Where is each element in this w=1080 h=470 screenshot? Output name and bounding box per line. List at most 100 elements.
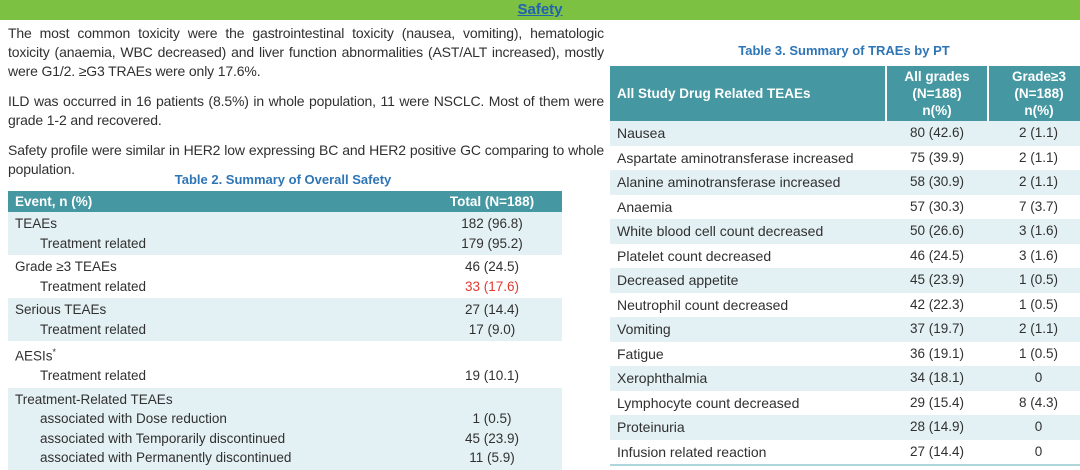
table-row: TEAEs 182 (96.8) <box>8 212 562 234</box>
event-value: 1 (0.5) <box>422 409 562 429</box>
trae-label: Proteinuria <box>610 415 886 440</box>
grade3-value: 3 (1.6) <box>1018 247 1059 263</box>
trae-label: Infusion related reaction <box>610 439 886 466</box>
title-bar: Safety <box>0 0 1080 20</box>
left-column: The most common toxicity were the gastro… <box>8 24 604 470</box>
event-value: 11 (5.9) <box>422 448 562 468</box>
table-row: Vomiting 37 (19.7) 2 (1.1) <box>610 317 1080 342</box>
all-grades-value: 45 (23.9) <box>886 268 988 293</box>
column-header-all-study-drug-teaes: All Study Drug Related TEAEs <box>610 66 886 121</box>
trae-label: Neutrophil count decreased <box>617 296 789 313</box>
traes-by-pt-table: All Study Drug Related TEAEs All grades … <box>610 66 1080 466</box>
traes-table-body: Nausea 80 (42.6) 2 (1.1) Aspartate aminotra… <box>610 121 1080 466</box>
all-grades-value: 28 (14.9) <box>886 415 988 440</box>
event-value <box>422 341 562 366</box>
all-grades-value: 37 (19.7) <box>886 317 988 342</box>
grade3-value: 7 (3.7) <box>1018 198 1059 214</box>
event-label: AESIs* <box>15 347 57 364</box>
all-grades-value: 46 (24.5) <box>909 247 965 263</box>
table-row: Serious TEAEs 27 (14.4) <box>8 298 562 320</box>
trae-label: Lymphocyte count decreased <box>617 394 800 411</box>
event-value: 19 (10.1) <box>464 368 520 383</box>
table-row: Treatment related 179 (95.2) <box>8 233 562 255</box>
paragraph-toxicity-summary: The most common toxicity were the gastro… <box>8 25 604 79</box>
table-row: Proteinuria 28 (14.9) 0 <box>610 415 1080 440</box>
table-row: AESIs* <box>8 341 562 366</box>
table-row: Neutrophil count decreased 42 (22.3) 1 (0.… <box>610 293 1080 318</box>
trae-label: Vomiting <box>610 317 886 342</box>
trae-label: Aspartate aminotransferase increased <box>617 149 854 166</box>
grade3-value: 2 (1.1) <box>988 121 1080 146</box>
grade3-value: 2 (1.1) <box>988 170 1080 195</box>
grade3-value: 1 (0.5) <box>1018 296 1059 312</box>
table-row: Infusion related reaction 27 (14.4) 0 <box>610 439 1080 466</box>
table-row: associated with Dose reduction 1 (0.5) <box>8 409 562 429</box>
event-label: TEAEs <box>8 212 422 234</box>
all-grades-value: 27 (14.4) <box>886 439 988 466</box>
table-row: Treatment-Related TEAEs <box>8 387 562 409</box>
event-label: Grade ≥3 TEAEs <box>15 259 117 274</box>
table-row: associated with Temporarily discontinued… <box>8 428 562 448</box>
all-grades-value: 34 (18.1) <box>886 366 988 391</box>
column-header-total: Total (N=188) <box>422 191 562 212</box>
paragraph-ild: ILD was occurred in 16 patients (8.5%) i… <box>8 93 604 128</box>
table-row: Treatment related 17 (9.0) <box>8 319 562 341</box>
trae-label: Nausea <box>610 121 886 146</box>
overall-safety-table: Event, n (%) Total (N=188) TEAEs 182 (96.… <box>8 191 562 470</box>
trae-label: Platelet count decreased <box>617 247 772 264</box>
trae-label: Fatigue <box>617 345 664 362</box>
table-row: Xerophthalmia 34 (18.1) 0 <box>610 366 1080 391</box>
table-row: Platelet count decreased 46 (24.5) 3 (1.6) <box>610 244 1080 269</box>
event-label: Serious TEAEs <box>8 298 422 320</box>
slide-title: Safety <box>517 1 563 18</box>
event-label: Treatment-Related TEAEs <box>8 387 422 409</box>
table-row: Lymphocyte count decreased 29 (15.4) 8 (4.… <box>610 391 1080 416</box>
all-grades-value: 75 (39.9) <box>909 149 965 165</box>
event-value <box>422 387 562 409</box>
event-label: associated with Dose reduction <box>8 409 422 429</box>
trae-label: Alanine aminotransferase increased <box>610 170 886 195</box>
column-header-all-grades: All grades (N=188) n(%) <box>885 66 988 121</box>
table-header-row: Event, n (%) Total (N=188) <box>8 191 562 212</box>
grade3-value: 0 <box>988 439 1080 466</box>
table-row: Anaemia 57 (30.3) 7 (3.7) <box>610 195 1080 220</box>
event-label: Treatment related <box>40 368 147 383</box>
table-row: Fatigue 36 (19.1) 1 (0.5) <box>610 342 1080 367</box>
grade3-value: 1 (0.5) <box>988 268 1080 293</box>
column-header-event: Event, n (%) <box>8 191 422 212</box>
trae-label: Anaemia <box>617 198 673 215</box>
event-value: 182 (96.8) <box>422 212 562 234</box>
overall-safety-table-body: TEAEs 182 (96.8) Treatment related 179 (95.… <box>8 212 562 470</box>
event-label: Treatment related <box>8 319 422 341</box>
grade3-value: 8 (4.3) <box>1018 394 1059 410</box>
table-row: White blood cell count decreased 50 (26.6… <box>610 219 1080 244</box>
paragraph-safety-profile: Safety profile were similar in HER2 low … <box>8 142 604 177</box>
table-row: Nausea 80 (42.6) 2 (1.1) <box>610 121 1080 146</box>
trae-label: Xerophthalmia <box>610 366 886 391</box>
event-value: 27 (14.4) <box>422 298 562 320</box>
table-row: Treatment related 19 (10.1) <box>8 366 562 388</box>
event-label: associated with Permanently discontinued <box>8 448 422 468</box>
event-label: Treatment related <box>40 278 147 294</box>
event-label: associated with Temporarily discontinued <box>8 428 422 448</box>
all-grades-value: 57 (30.3) <box>909 198 965 214</box>
table-row: Grade ≥3 TEAEs 46 (24.5) <box>8 255 562 277</box>
table-row: Alanine aminotransferase increased 58 (30… <box>610 170 1080 195</box>
all-grades-value: 58 (30.9) <box>886 170 988 195</box>
column-header-grade3: Grade≥3 (N=188) n(%) <box>987 66 1080 121</box>
event-label: Treatment related <box>8 233 422 255</box>
table-row: Aspartate aminotransferase increased 75 (… <box>610 146 1080 171</box>
event-value: 17 (9.0) <box>422 319 562 341</box>
right-column: Table 3. Summary of TRAEs by PT All Stud… <box>610 42 1080 466</box>
table3-title: Table 3. Summary of TRAEs by PT <box>738 43 950 58</box>
table-header-row: All Study Drug Related TEAEs All grades … <box>610 66 1080 121</box>
grade3-value: 0 <box>988 366 1080 391</box>
grade3-value: 3 (1.6) <box>988 219 1080 244</box>
grade3-value: 2 (1.1) <box>1018 149 1059 165</box>
all-grades-value: 29 (15.4) <box>909 394 965 410</box>
table-row: associated with Permanently discontinued… <box>8 448 562 468</box>
event-value: 46 (24.5) <box>464 259 520 274</box>
grade3-value: 0 <box>988 415 1080 440</box>
event-value: 45 (23.9) <box>422 428 562 448</box>
event-value: 179 (95.2) <box>422 233 562 255</box>
